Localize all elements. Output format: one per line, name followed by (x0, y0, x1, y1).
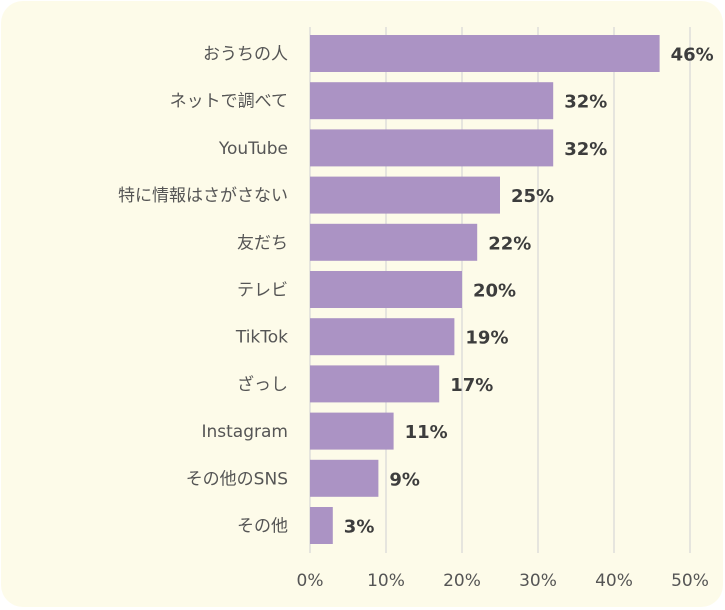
bar (310, 318, 455, 356)
category-label: テレビ (237, 281, 288, 301)
x-tick-label: 20% (443, 571, 481, 591)
x-tick-label: 30% (519, 571, 557, 591)
category-label: ネットで調べて (170, 92, 288, 112)
category-label: 特に情報はさがさない (118, 186, 288, 206)
value-label: 25% (511, 186, 554, 207)
category-label: ざっし (237, 374, 288, 395)
bar (310, 35, 660, 72)
bar (310, 412, 394, 450)
value-label: 9% (389, 469, 420, 490)
category-label: TikTok (235, 328, 288, 348)
value-label: 3% (344, 517, 375, 538)
bar (310, 507, 333, 544)
category-label: その他のSNS (186, 469, 288, 489)
category-label: 友だち (237, 233, 288, 253)
bar (310, 365, 440, 403)
value-label: 46% (671, 45, 714, 66)
bars (310, 35, 660, 544)
category-label: Instagram (202, 422, 289, 442)
x-tick-label: 10% (367, 571, 405, 591)
value-labels: 46% 32% 32% 25% 22% 20% 19% 17% 11% 9% 3% (344, 45, 714, 538)
value-label: 19% (465, 328, 508, 349)
value-label: 17% (450, 375, 493, 396)
bar (310, 459, 379, 497)
value-label: 32% (564, 139, 607, 160)
bar (310, 82, 554, 120)
bar (310, 271, 462, 308)
value-label: 20% (473, 281, 516, 302)
bar (310, 223, 478, 261)
category-label: おうちの人 (203, 45, 288, 65)
category-label: YouTube (218, 139, 288, 159)
bar (310, 129, 554, 167)
value-label: 22% (488, 233, 531, 254)
value-label: 32% (564, 92, 607, 113)
x-tick-label: 50% (671, 571, 709, 591)
x-axis-tick-labels: 0% 10% 20% 30% 40% 50% (297, 571, 709, 591)
value-label: 11% (405, 422, 448, 443)
category-label: その他 (237, 517, 288, 537)
x-tick-label: 0% (297, 571, 324, 591)
bar (310, 176, 500, 214)
x-tick-label: 40% (595, 571, 633, 591)
